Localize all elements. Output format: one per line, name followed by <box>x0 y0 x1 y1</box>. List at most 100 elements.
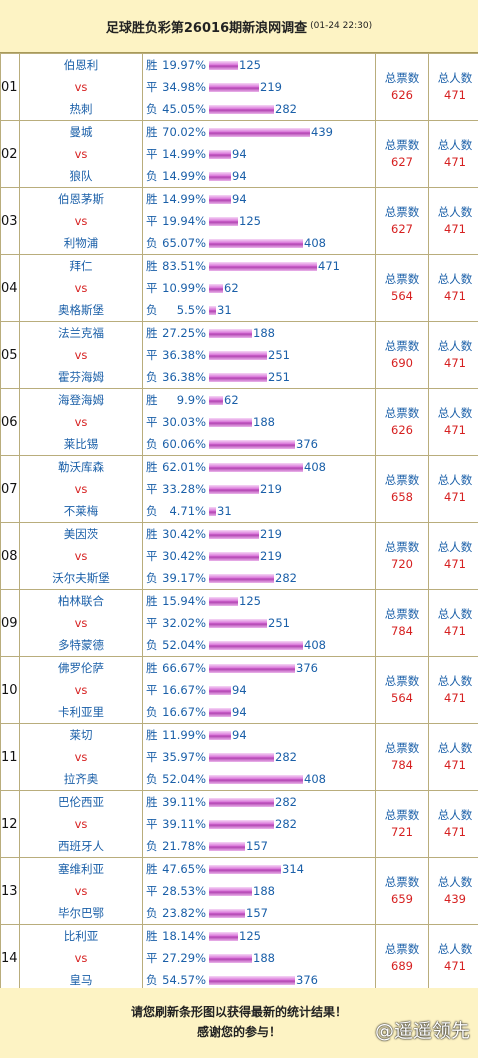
vs-label: vs <box>74 951 88 965</box>
away-team[interactable]: 毕尔巴鄂 <box>58 906 104 920</box>
match-number: 04 <box>0 254 20 322</box>
away-team[interactable]: 狼队 <box>69 169 93 183</box>
loss-label: 负 <box>146 236 158 250</box>
win-label: 胜 <box>146 58 158 72</box>
total-people-value: 471 <box>444 624 466 638</box>
total-votes-value: 659 <box>391 892 413 906</box>
win-label: 胜 <box>146 795 158 809</box>
draw-count: 219 <box>260 549 282 563</box>
home-team[interactable]: 佛罗伦萨 <box>58 661 104 675</box>
total-people-label: 总人数 <box>437 339 473 353</box>
win-row: 胜 39.11% 282 <box>143 791 375 813</box>
loss-percent: 21.78% <box>162 839 206 853</box>
home-team[interactable]: 拜仁 <box>69 259 93 273</box>
draw-percent: 36.38% <box>162 348 206 362</box>
home-team[interactable]: 伯恩利 <box>63 58 99 72</box>
draw-label: 平 <box>146 884 158 898</box>
total-people-label: 总人数 <box>437 808 473 822</box>
draw-count: 188 <box>253 884 275 898</box>
total-votes-value: 627 <box>391 155 413 169</box>
stats-cell: 胜 39.11% 282 平 39.11% 282 负 21.78% 157 <box>142 790 376 858</box>
match-row: 02 曼城 vs 狼队 胜 70.02% 439 平 14.99% 94 负 14.99% 94 总票数 6… <box>0 120 478 188</box>
away-team[interactable]: 卡利亚里 <box>58 705 104 719</box>
total-people-cell: 总人数 471 <box>428 723 478 791</box>
total-people-cell: 总人数 471 <box>428 187 478 255</box>
draw-percent: 28.53% <box>162 884 206 898</box>
loss-count: 282 <box>275 102 297 116</box>
draw-percent: 35.97% <box>162 750 206 764</box>
away-team[interactable]: 利物浦 <box>63 236 99 250</box>
away-team[interactable]: 霍芬海姆 <box>58 370 104 384</box>
away-team[interactable]: 西班牙人 <box>58 839 104 853</box>
win-percent: 14.99% <box>162 192 206 206</box>
away-team[interactable]: 奥格斯堡 <box>58 303 104 317</box>
total-people-label: 总人数 <box>437 607 473 621</box>
total-people-value: 471 <box>444 758 466 772</box>
total-votes-cell: 总票数 690 <box>375 321 429 389</box>
loss-bar <box>209 104 274 114</box>
vs-label: vs <box>74 80 88 94</box>
match-row: 03 伯恩茅斯 vs 利物浦 胜 14.99% 94 平 19.94% 125 负 65.07% 408… <box>0 187 478 255</box>
away-team[interactable]: 皇马 <box>69 973 93 987</box>
win-percent: 62.01% <box>162 460 206 474</box>
total-people-label: 总人数 <box>437 942 473 956</box>
win-row: 胜 66.67% 376 <box>143 657 375 679</box>
home-team[interactable]: 比利亚 <box>63 929 99 943</box>
vs-label: vs <box>74 549 88 563</box>
match-row: 05 法兰克福 vs 霍芬海姆 胜 27.25% 188 平 36.38% 251 负 36.38% 2… <box>0 321 478 389</box>
away-team[interactable]: 不莱梅 <box>63 504 99 518</box>
total-people-cell: 总人数 471 <box>428 924 478 992</box>
home-team[interactable]: 巴伦西亚 <box>58 795 104 809</box>
home-team[interactable]: 曼城 <box>69 125 93 139</box>
home-team[interactable]: 美因茨 <box>63 527 99 541</box>
survey-table: 01 伯恩利 vs 热刺胜 19.97% 125 平 34.98% 219 负 45.05% 282 总… <box>0 53 478 992</box>
win-count: 188 <box>253 326 275 340</box>
win-bar <box>209 596 238 606</box>
total-votes-cell: 总票数 564 <box>375 254 429 322</box>
loss-percent: 65.07% <box>162 236 206 250</box>
away-team[interactable]: 拉齐奥 <box>63 772 99 786</box>
home-team[interactable]: 伯恩茅斯 <box>58 192 104 206</box>
win-bar <box>209 730 231 740</box>
vs-label: vs <box>74 683 88 697</box>
total-people-cell: 总人数 439 <box>428 857 478 925</box>
win-bar <box>209 663 295 673</box>
draw-bar <box>209 417 252 427</box>
vs-label: vs <box>74 415 88 429</box>
teams-cell: 塞维利亚 vs 毕尔巴鄂 <box>19 857 143 925</box>
home-team[interactable]: 海登海姆 <box>58 393 104 407</box>
draw-label: 平 <box>146 415 158 429</box>
away-team[interactable]: 莱比锡 <box>63 437 99 451</box>
draw-percent: 39.11% <box>162 817 206 831</box>
away-team[interactable]: 热刺 <box>69 102 93 116</box>
home-team[interactable]: 勒沃库森 <box>58 460 104 474</box>
stats-cell: 胜 83.51% 471 平 10.99% 62 负 5.5% 31 <box>142 254 376 322</box>
loss-bar <box>209 305 216 315</box>
home-team[interactable]: 莱切 <box>69 728 93 742</box>
loss-label: 负 <box>146 303 158 317</box>
total-votes-cell: 总票数 784 <box>375 723 429 791</box>
win-count: 125 <box>239 58 261 72</box>
match-row: 09 柏林联合 vs 多特蒙德 胜 15.94% 125 平 32.02% 251 负 52.04% 4… <box>0 589 478 657</box>
total-votes-value: 626 <box>391 88 413 102</box>
teams-cell: 美因茨 vs 沃尔夫斯堡 <box>19 522 143 590</box>
home-team[interactable]: 法兰克福 <box>58 326 104 340</box>
match-row: 08 美因茨 vs 沃尔夫斯堡 胜 30.42% 219 平 30.42% 219 负 39.17% 2… <box>0 522 478 590</box>
loss-row: 负 54.57% 376 <box>143 969 375 991</box>
total-people-value: 471 <box>444 155 466 169</box>
total-votes-value: 658 <box>391 490 413 504</box>
teams-cell: 比利亚 vs 皇马 <box>19 924 143 992</box>
draw-label: 平 <box>146 482 158 496</box>
away-team[interactable]: 沃尔夫斯堡 <box>52 571 110 585</box>
vs-label: vs <box>74 616 88 630</box>
loss-percent: 39.17% <box>162 571 206 585</box>
home-team[interactable]: 柏林联合 <box>58 594 104 608</box>
home-team[interactable]: 塞维利亚 <box>58 862 104 876</box>
loss-count: 251 <box>268 370 290 384</box>
loss-row: 负 4.71% 31 <box>143 500 375 522</box>
away-team[interactable]: 多特蒙德 <box>58 638 104 652</box>
draw-label: 平 <box>146 348 158 362</box>
draw-bar <box>209 752 274 762</box>
loss-percent: 14.99% <box>162 169 206 183</box>
total-votes-cell: 总票数 626 <box>375 388 429 456</box>
